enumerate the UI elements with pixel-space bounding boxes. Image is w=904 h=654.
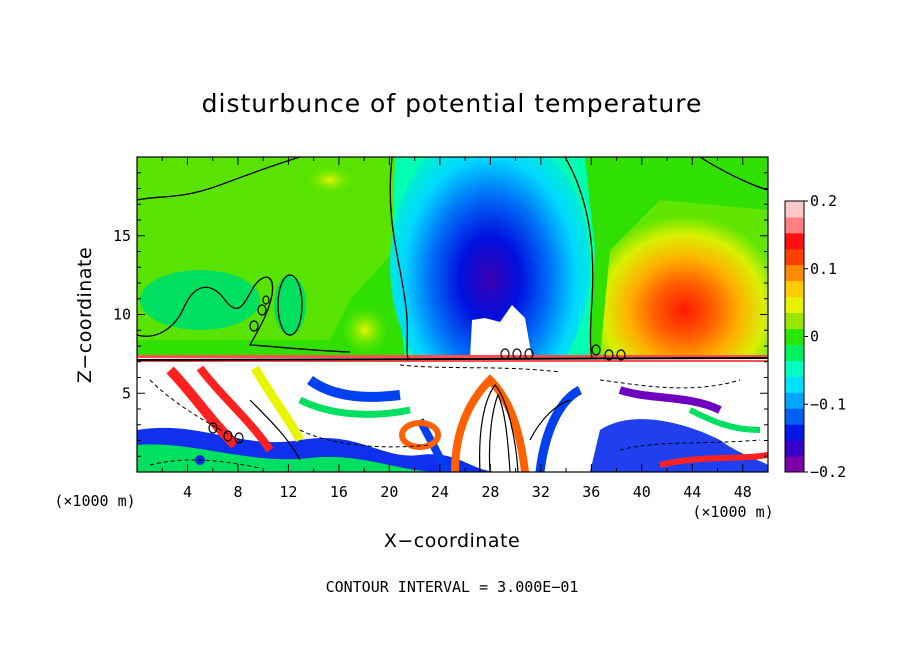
field-cold-saturated <box>470 305 532 358</box>
field-cold-core <box>390 157 590 405</box>
colorbar-tick-label: 0.2 <box>810 192 837 210</box>
field-lower-red-streak <box>659 452 768 468</box>
colorbar-swatch <box>785 328 804 345</box>
field-lower-green-band <box>137 444 440 472</box>
y-axis-ticks: 5 10 15 <box>113 172 768 457</box>
colorbar-swatch <box>785 392 804 409</box>
colorbar-swatch <box>785 456 804 473</box>
colorbar-swatches <box>785 201 804 473</box>
x-tick-label: 16 <box>330 483 348 501</box>
heatmap-field <box>137 157 768 472</box>
x-tick-label: 32 <box>532 483 550 501</box>
y-tick-label: 5 <box>122 384 131 402</box>
colorbar-swatch <box>785 312 804 330</box>
x-axis-label: X−coordinate <box>384 530 520 552</box>
contour-line <box>137 157 301 201</box>
field-lower-red-streak <box>196 365 274 453</box>
y-axis-label: Z−coordinate <box>74 247 96 383</box>
field-green-patch <box>140 270 260 330</box>
colorbar-swatch <box>785 280 804 298</box>
colorbar-swatch <box>785 264 804 282</box>
field-yellow-patch <box>340 305 390 355</box>
field-lower-eddy <box>399 420 441 450</box>
colorbar-tick-label: −0.2 <box>810 463 846 481</box>
x-tick-label: 40 <box>633 483 651 501</box>
colorbar-swatch <box>785 440 804 457</box>
x-tick-label: 44 <box>683 483 701 501</box>
x-tick-label: 36 <box>582 483 600 501</box>
field-green-patch <box>274 275 306 335</box>
y-tick-label: 10 <box>113 306 131 324</box>
contour-interval-note: CONTOUR INTERVAL = 3.000E−01 <box>326 578 579 596</box>
contour-line <box>277 274 303 336</box>
field-warm-anomaly <box>600 200 768 358</box>
colorbar-swatch <box>785 344 804 361</box>
colorbar-swatch <box>785 376 804 393</box>
colorbar: 0.2 0.1 0 −0.1 −0.2 <box>784 192 846 481</box>
colorbar-ticks: 0.2 0.1 0 −0.1 −0.2 <box>804 192 846 481</box>
colorbar-swatch <box>785 232 804 250</box>
colorbar-swatch <box>785 201 804 218</box>
x-axis-ticks: 4 8 12 16 20 24 28 32 36 40 44 48 <box>161 157 752 501</box>
field-lower-red-streak <box>166 366 239 449</box>
x-axis-unit-right: (×1000 m) <box>692 503 773 521</box>
colorbar-tick-label: 0.1 <box>810 260 837 278</box>
field-lower-plume <box>451 374 529 472</box>
colorbar-swatch <box>785 360 804 377</box>
colorbar-tick-label: 0 <box>810 328 819 346</box>
colorbar-swatch <box>785 248 804 266</box>
x-tick-label: 4 <box>183 483 192 501</box>
x-tick-label: 8 <box>233 483 242 501</box>
x-tick-label: 20 <box>380 483 398 501</box>
x-tick-label: 28 <box>481 483 499 501</box>
x-tick-label: 24 <box>431 483 449 501</box>
colorbar-swatch <box>785 424 804 441</box>
contour-inversion-line <box>137 357 768 361</box>
contour-line <box>137 276 351 353</box>
chart-title: disturbunce of potential temperature <box>202 89 703 118</box>
colorbar-swatch <box>785 296 804 314</box>
field-lower-blue-streak <box>307 375 401 402</box>
colorbar-tick-label: −0.1 <box>810 395 846 413</box>
x-tick-label: 12 <box>279 483 297 501</box>
field-lower-purple-streak <box>618 386 722 414</box>
colorbar-swatch <box>785 216 804 234</box>
y-tick-label: 15 <box>113 227 131 245</box>
field-lower-plume <box>535 385 583 472</box>
contour-line <box>564 157 594 359</box>
field-yellow-patch <box>305 166 355 194</box>
colorbar-swatch <box>785 408 804 425</box>
x-tick-label: 48 <box>734 483 752 501</box>
contour-line <box>389 157 409 359</box>
field-lower-green-streak <box>298 396 411 418</box>
field-lower-green-streak <box>688 407 761 433</box>
contour-dashed-lines <box>149 364 761 469</box>
field-lower-yellow-streak <box>251 365 305 443</box>
contour-lower-solid-lines <box>249 384 571 472</box>
contour-line <box>699 157 768 191</box>
x-axis-unit-left: (×1000 m) <box>54 492 135 510</box>
